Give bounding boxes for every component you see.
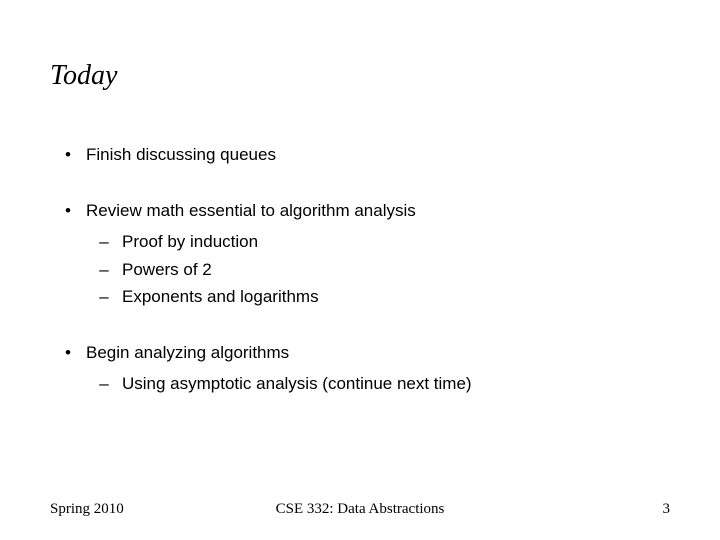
bullet-text: Finish discussing queues [86, 142, 670, 168]
bullet-marker: • [50, 142, 86, 168]
slide-content: • Finish discussing queues • Review math… [50, 142, 670, 397]
sub-marker: – [86, 257, 122, 283]
sub-marker: – [86, 229, 122, 255]
footer-term: Spring 2010 [50, 501, 257, 518]
sub-text: Exponents and logarithms [122, 284, 670, 310]
footer-course: CSE 332: Data Abstractions [257, 501, 464, 518]
sub-item: – Powers of 2 [86, 257, 670, 283]
bullet-marker: • [50, 340, 86, 366]
sub-text: Proof by induction [122, 229, 670, 255]
sub-text: Using asymptotic analysis (continue next… [122, 371, 670, 397]
bullet-marker: • [50, 198, 86, 224]
sub-item: – Using asymptotic analysis (continue ne… [86, 371, 670, 397]
bullet-text: Review math essential to algorithm analy… [86, 198, 670, 224]
sub-item: – Exponents and logarithms [86, 284, 670, 310]
slide-footer: Spring 2010 CSE 332: Data Abstractions 3 [0, 501, 720, 518]
bullet-item: • Review math essential to algorithm ana… [50, 198, 670, 224]
sub-item: – Proof by induction [86, 229, 670, 255]
bullet-item: • Begin analyzing algorithms [50, 340, 670, 366]
sub-text: Powers of 2 [122, 257, 670, 283]
sub-marker: – [86, 284, 122, 310]
sub-marker: – [86, 371, 122, 397]
bullet-text: Begin analyzing algorithms [86, 340, 670, 366]
footer-page-number: 3 [463, 501, 670, 518]
slide-title: Today [50, 60, 670, 92]
bullet-item: • Finish discussing queues [50, 142, 670, 168]
